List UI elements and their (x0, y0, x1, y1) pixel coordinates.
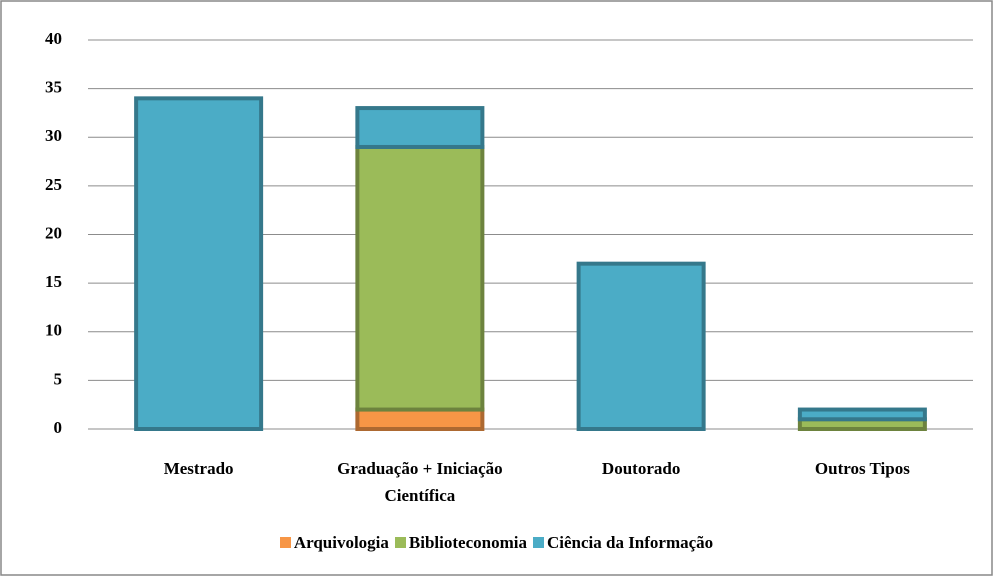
legend-swatch (532, 537, 544, 548)
legend-item: Biblioteconomia (394, 533, 527, 553)
bar-segment (355, 407, 485, 431)
bar-segment (355, 144, 485, 412)
y-tick-label: 10 (45, 321, 62, 340)
x-tick-label: Graduação + Iniciação Científica (337, 459, 503, 505)
legend-label: Ciência da Informação (546, 533, 714, 552)
y-tick-label: 15 (45, 272, 62, 291)
y-tick-label: 35 (45, 78, 62, 97)
bar-segment (576, 261, 706, 431)
y-tick-label: 0 (54, 418, 63, 437)
legend-item: Arquivologia (279, 533, 389, 553)
y-tick-label: 40 (45, 29, 62, 48)
bar-segment (355, 106, 485, 149)
legend-label: Arquivologia (293, 533, 389, 552)
legend-swatch (279, 537, 291, 548)
y-tick-label: 25 (45, 175, 62, 194)
y-tick-label: 20 (45, 223, 62, 242)
y-tick-label: 5 (54, 369, 63, 388)
bar-segment (134, 96, 264, 431)
legend: Arquivologia Biblioteconomia Ciência da In… (0, 533, 993, 553)
x-tick-label: Mestrado (163, 459, 234, 478)
x-tick-label: Doutorado (601, 459, 681, 478)
y-tick-label: 30 (45, 126, 62, 145)
bar-segment (797, 407, 927, 422)
legend-swatch (394, 537, 406, 548)
legend-label: Biblioteconomia (408, 533, 527, 552)
legend-item: Ciência da Informação (532, 533, 714, 553)
x-tick-label: Outros Tipos (814, 459, 910, 478)
